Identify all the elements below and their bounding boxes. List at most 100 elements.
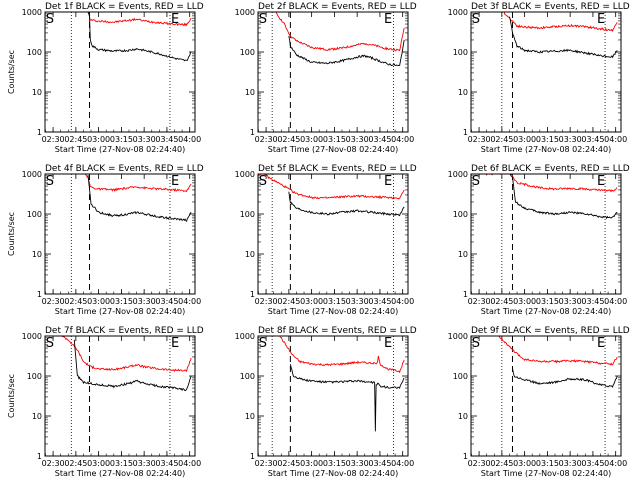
panel-title: Det 1f BLACK = Events, RED = LLD: [45, 2, 204, 12]
x-axis-label: Start Time (27-Nov-08 02:24:40): [268, 307, 398, 316]
y-tick-label: 100: [453, 372, 468, 381]
x-tick-label: 03:15: [536, 297, 559, 306]
x-tick-label: 02:30: [468, 459, 491, 468]
x-tick-label: 03:00: [300, 459, 323, 468]
end-marker: E: [597, 336, 605, 351]
detector-panel-7: Det 7f BLACK = Events, RED = LLD 1 10 100 10…: [7, 326, 204, 478]
x-tick-label: 02:45: [490, 135, 513, 144]
x-tick-label: 02:30: [468, 135, 491, 144]
y-tick-label: 10: [245, 412, 255, 421]
x-axis-label: Start Time (27-Nov-08 02:24:40): [55, 307, 185, 316]
x-tick-label: 03:15: [323, 459, 346, 468]
panel-title: Det 8f BLACK = Events, RED = LLD: [258, 326, 417, 336]
detector-panel-3: Det 3f BLACK = Events, RED = LLD 1 10 100 10…: [448, 2, 630, 154]
series-line-lld: [498, 336, 618, 366]
x-tick-label: 04:00: [604, 297, 627, 306]
y-tick-label: 100: [453, 210, 468, 219]
series-line-events: [87, 12, 192, 62]
detector-panel-6: Det 6f BLACK = Events, RED = LLD 1 10 100 10…: [448, 164, 630, 316]
detector-panel-5: Det 5f BLACK = Events, RED = LLD 1 10 100 10…: [235, 164, 417, 316]
x-tick-label: 04:00: [178, 297, 201, 306]
plot-frame: [470, 335, 622, 457]
y-tick-label: 1000: [235, 8, 255, 17]
y-axis-label: Counts/sec: [7, 212, 16, 256]
x-tick-label: 03:15: [323, 297, 346, 306]
x-axis-label: Start Time (27-Nov-08 02:24:40): [481, 307, 611, 316]
y-tick-label: 100: [240, 210, 255, 219]
x-tick-label: 03:30: [346, 135, 369, 144]
x-tick-label: 02:45: [490, 297, 513, 306]
x-tick-label: 03:45: [155, 297, 178, 306]
series-line-events: [509, 174, 618, 220]
series-line-lld: [275, 12, 405, 52]
y-tick-label: 1: [250, 128, 255, 137]
start-marker: S: [259, 336, 267, 351]
y-tick-label: 10: [32, 250, 42, 259]
end-marker: E: [171, 174, 179, 189]
y-tick-label: 100: [27, 210, 42, 219]
y-tick-label: 1: [463, 290, 468, 299]
x-tick-label: 03:30: [133, 297, 156, 306]
x-axis-label: Start Time (27-Nov-08 02:24:40): [268, 145, 398, 154]
x-tick-label: 03:00: [87, 459, 110, 468]
series-line-lld: [85, 174, 192, 193]
y-tick-label: 1: [463, 128, 468, 137]
y-tick-label: 1: [37, 290, 42, 299]
panel-title: Det 4f BLACK = Events, RED = LLD: [45, 164, 204, 174]
series-line-lld: [88, 12, 192, 27]
x-tick-label: 03:15: [110, 297, 133, 306]
start-marker: S: [46, 336, 54, 351]
x-tick-label: 03:30: [559, 135, 582, 144]
plot-frame: [257, 335, 409, 457]
y-tick-label: 1000: [448, 170, 468, 179]
x-tick-label: 02:30: [42, 459, 65, 468]
panel-title: Det 9f BLACK = Events, RED = LLD: [471, 326, 630, 336]
y-tick-label: 1000: [235, 170, 255, 179]
x-tick-label: 04:00: [391, 459, 414, 468]
plot-frame: [257, 11, 409, 133]
x-tick-label: 02:30: [255, 459, 278, 468]
x-axis-label: Start Time (27-Nov-08 02:24:40): [481, 469, 611, 478]
start-marker: S: [259, 12, 267, 27]
y-axis-label: Counts/sec: [7, 50, 16, 94]
y-tick-label: 10: [32, 412, 42, 421]
y-tick-label: 1: [250, 290, 255, 299]
y-tick-label: 10: [458, 250, 468, 259]
x-tick-label: 02:45: [490, 459, 513, 468]
y-tick-label: 1: [37, 452, 42, 461]
x-tick-label: 03:15: [536, 135, 559, 144]
x-tick-label: 02:30: [42, 297, 65, 306]
y-tick-label: 100: [240, 372, 255, 381]
y-tick-label: 1000: [22, 8, 42, 17]
x-tick-label: 03:30: [346, 459, 369, 468]
x-tick-label: 02:30: [468, 297, 491, 306]
x-tick-label: 03:45: [155, 459, 178, 468]
x-tick-label: 03:45: [581, 459, 604, 468]
x-tick-label: 03:30: [346, 297, 369, 306]
plot-frame: [44, 173, 196, 295]
x-tick-label: 03:45: [581, 135, 604, 144]
start-marker: S: [472, 174, 480, 189]
x-tick-label: 02:30: [42, 135, 65, 144]
x-tick-label: 03:45: [368, 135, 391, 144]
x-tick-label: 02:45: [64, 459, 87, 468]
y-tick-label: 1: [463, 452, 468, 461]
series-line-lld: [61, 336, 192, 373]
x-tick-label: 03:15: [536, 459, 559, 468]
x-tick-label: 03:30: [133, 459, 156, 468]
x-tick-label: 03:00: [513, 459, 536, 468]
y-tick-label: 10: [458, 412, 468, 421]
y-tick-label: 1: [37, 128, 42, 137]
x-tick-label: 04:00: [391, 135, 414, 144]
y-axis-label: Counts/sec: [7, 374, 16, 418]
series-line-events: [509, 16, 618, 59]
detector-panel-8: Det 8f BLACK = Events, RED = LLD 1 10 100 10…: [235, 326, 417, 478]
x-tick-label: 03:15: [110, 459, 133, 468]
x-tick-label: 03:30: [133, 135, 156, 144]
panel-title: Det 5f BLACK = Events, RED = LLD: [258, 164, 417, 174]
x-tick-label: 03:00: [300, 135, 323, 144]
start-marker: S: [259, 174, 267, 189]
detector-panel-9: Det 9f BLACK = Events, RED = LLD 1 10 100 10…: [448, 326, 630, 478]
x-tick-label: 02:45: [277, 459, 300, 468]
